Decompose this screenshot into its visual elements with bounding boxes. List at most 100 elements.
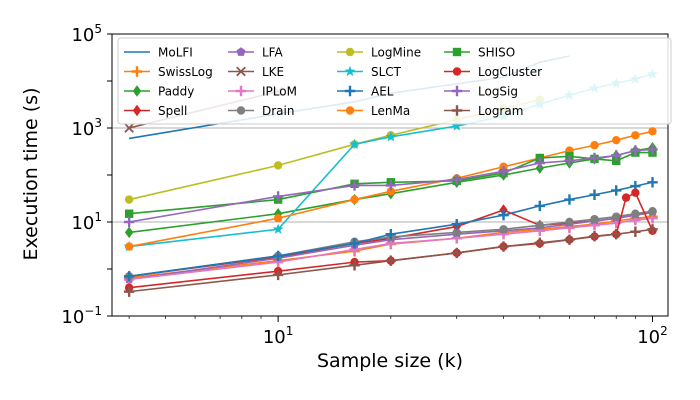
data-point-logmine [124, 195, 134, 204]
legend-item-lfa: LFA [228, 46, 283, 60]
data-point-slct [451, 120, 463, 131]
legend-label: SHISO [478, 46, 515, 60]
data-point-drain [535, 221, 545, 230]
legend-label: LKE [262, 65, 284, 79]
data-point-logram [451, 247, 462, 259]
legend-label: MoLFI [158, 46, 193, 60]
series-layer [123, 55, 658, 297]
data-point-slct [349, 138, 360, 149]
data-point-logsig [451, 174, 462, 185]
y-tick-label-exponent: 1 [94, 210, 102, 224]
legend-item-paddy: Paddy [124, 85, 194, 99]
legend-item-logmine: LogMine [337, 46, 421, 60]
legend-marker [132, 85, 142, 97]
x-tick-label-exponent: 1 [286, 324, 294, 338]
data-point-lenma [590, 141, 599, 150]
data-point-logram [123, 286, 135, 297]
legend-marker [345, 47, 355, 57]
x-tick-label-base: 10 [637, 327, 660, 348]
y-axis-label: Execution time (s) [20, 88, 42, 261]
x-axis-label: Sample size (k) [317, 350, 463, 372]
data-point-ael [534, 200, 546, 212]
data-point-ael [611, 185, 622, 196]
legend-marker [451, 105, 463, 116]
data-point-logsig [589, 152, 600, 164]
legend-marker [235, 85, 247, 97]
data-point-logram [589, 230, 600, 242]
data-point-ael [647, 177, 658, 188]
y-tick-label: 103 [71, 116, 102, 140]
legend-marker [451, 85, 463, 97]
x-tick-label: 101 [263, 324, 294, 348]
data-point-ael [498, 209, 509, 221]
y-tick-label-base: 10 [61, 307, 84, 328]
legend-marker [132, 104, 142, 117]
data-point-lenma [350, 195, 359, 204]
legend-label: Spell [158, 104, 187, 118]
y-tick-label-exponent: 3 [94, 116, 102, 130]
data-point-logmine [273, 161, 283, 170]
data-point-logram [630, 226, 641, 237]
legend-item-logsig: LogSig [444, 85, 518, 99]
legend-item-logcluster: LogCluster [444, 65, 542, 79]
data-point-logram [498, 241, 509, 252]
data-point-logram [611, 229, 622, 240]
legend-item-swisslog: SwissLog [124, 65, 213, 79]
data-point-logsig [611, 150, 622, 161]
data-point-logram [564, 234, 575, 245]
data-point-drain [590, 214, 599, 224]
legend-label: SwissLog [158, 65, 213, 79]
series-logram [123, 224, 658, 297]
data-point-ael [589, 189, 600, 200]
data-point-logsig [498, 166, 509, 177]
data-point-ael [272, 250, 284, 262]
data-point-logcluster [631, 188, 640, 197]
legend-marker [452, 67, 462, 76]
legend-item-ael: AEL [337, 85, 394, 99]
series-logsig [123, 144, 658, 228]
x-tick-label: 102 [637, 324, 668, 348]
data-point-logsig [123, 216, 135, 228]
legend-marker [344, 85, 356, 97]
legend-marker [236, 66, 246, 77]
legend-item-lenma: LenMa [337, 104, 410, 118]
legend-item-lke: LKE [228, 65, 284, 79]
data-point-lenma [386, 187, 396, 196]
y-tick-label: 101 [71, 210, 102, 234]
legend-item-molfi: MoLFI [124, 46, 193, 60]
legend-label: LogCluster [478, 65, 542, 79]
legend-marker [131, 66, 143, 77]
data-point-paddy [124, 226, 134, 239]
legend-label: Logram [478, 104, 523, 118]
data-point-logsig [647, 144, 658, 155]
data-point-logsig [349, 180, 360, 191]
data-point-drain [499, 225, 508, 234]
legend-marker [344, 65, 356, 77]
y-tick-label-base: 10 [71, 213, 94, 234]
legend-label: LFA [262, 46, 283, 60]
data-point-logram [534, 237, 546, 249]
legend-marker [345, 106, 355, 115]
legend-item-logram: Logram [444, 104, 523, 118]
legend-label: LogSig [478, 85, 518, 99]
data-point-lenma [124, 242, 134, 251]
data-point-lenma [612, 136, 621, 145]
legend-label: SLCT [371, 65, 402, 79]
data-point-logcluster [621, 193, 631, 202]
data-point-ael [451, 218, 462, 230]
legend-item-drain: Drain [228, 104, 294, 118]
y-tick-label-base: 10 [71, 25, 94, 46]
data-point-logsig [534, 157, 546, 169]
data-point-ael [385, 229, 397, 240]
legend-label: AEL [371, 85, 394, 99]
data-point-logram [272, 269, 284, 281]
data-point-shiso [124, 209, 134, 218]
data-point-drain [612, 212, 621, 221]
data-point-slct [385, 131, 397, 142]
legend-label: Paddy [158, 85, 194, 99]
data-point-ael [564, 194, 575, 205]
y-tick-label-exponent: −1 [84, 304, 102, 318]
data-point-logram [349, 260, 360, 271]
legend-item-shiso: SHISO [444, 46, 515, 60]
